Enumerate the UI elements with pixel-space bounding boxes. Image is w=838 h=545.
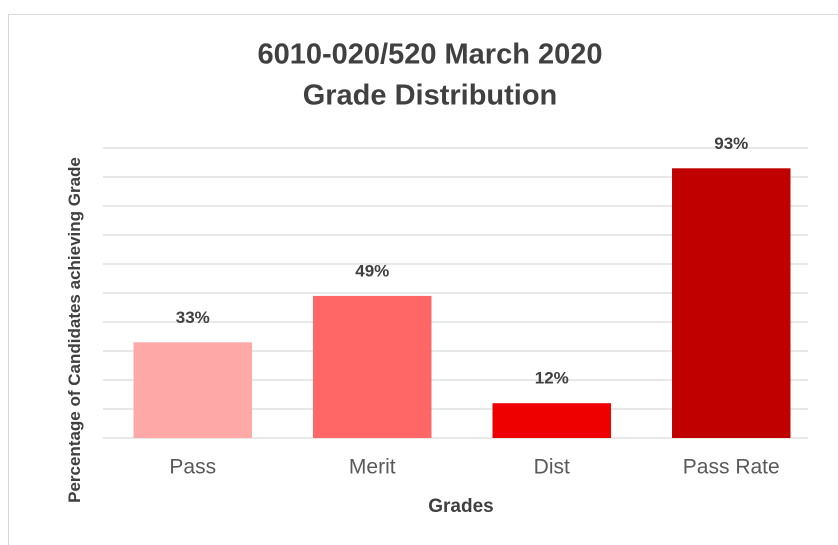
bar: [492, 403, 611, 438]
bar: [133, 342, 252, 438]
chart-title: 6010-020/520 March 2020: [257, 39, 602, 71]
x-axis-label: Grades: [428, 496, 493, 517]
data-label: 49%: [355, 261, 389, 280]
bar: [313, 295, 432, 438]
x-tick-label: Pass: [169, 456, 216, 479]
y-axis-label: Percentage of Candidates achieving Grade: [65, 157, 84, 503]
data-label: 93%: [714, 134, 748, 153]
data-label: 33%: [176, 308, 210, 327]
chart-subtitle: Grade Distribution: [303, 80, 558, 112]
x-tick-label: Dist: [534, 456, 570, 479]
data-label: 12%: [535, 369, 569, 388]
bar: [672, 168, 791, 439]
x-tick-label: Merit: [349, 456, 396, 479]
chart-frame: [8, 14, 838, 545]
x-tick-label: Pass Rate: [683, 456, 780, 479]
